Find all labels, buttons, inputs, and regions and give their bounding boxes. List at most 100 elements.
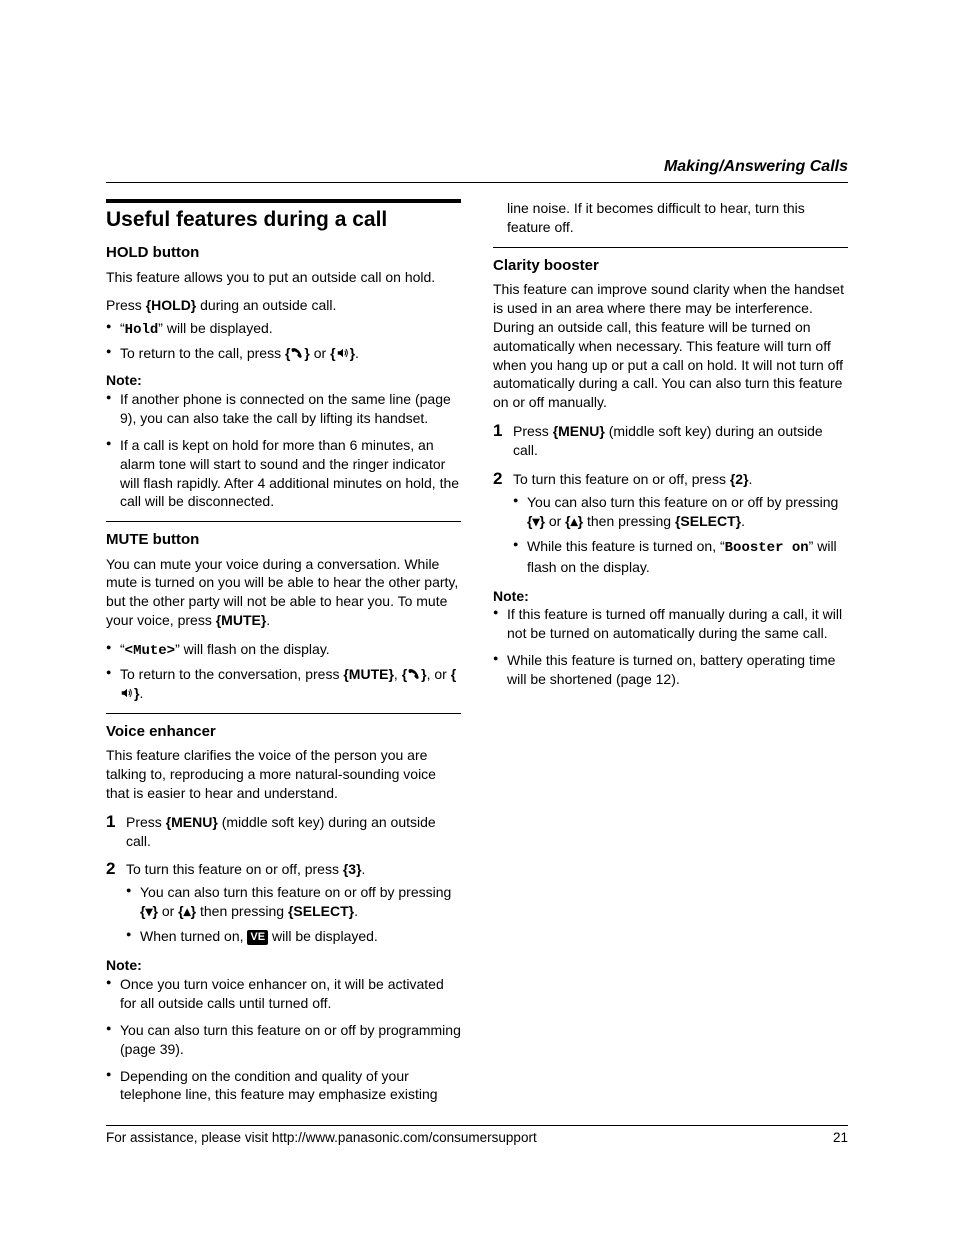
ve-heading: Voice enhancer — [106, 722, 461, 742]
text: , or — [427, 666, 451, 682]
hold-notes: If another phone is connected on the sam… — [106, 390, 461, 511]
running-head: Making/Answering Calls — [106, 158, 848, 183]
display-text: Booster on — [725, 540, 809, 556]
text: You can mute your voice during a convers… — [106, 556, 458, 629]
text: To return to the call, press — [120, 345, 285, 361]
text: . — [139, 685, 143, 701]
section-rule — [106, 199, 461, 203]
cb-intro: This feature can improve sound clarity w… — [493, 280, 848, 412]
speaker-icon — [336, 346, 350, 360]
divider — [493, 247, 848, 248]
menu-key: {MENU} — [166, 814, 218, 830]
text: You can also turn this feature on or off… — [140, 884, 451, 900]
mute-intro: You can mute your voice during a convers… — [106, 555, 461, 631]
mute-key: {MUTE} — [343, 666, 394, 682]
text: ” will flash on the display. — [175, 641, 330, 657]
text: . — [749, 471, 753, 487]
hold-press: Press {HOLD} during an outside call. — [106, 296, 461, 315]
step-2: 2 To turn this feature on or off, press … — [106, 860, 461, 946]
list-item: To return to the call, press {} or {}. — [106, 344, 461, 363]
text: Press — [106, 297, 146, 313]
select-key: {SELECT} — [675, 513, 741, 529]
text: or — [310, 345, 330, 361]
list-item: You can also turn this feature on or off… — [513, 493, 848, 531]
text: Press — [513, 423, 553, 439]
menu-key: {MENU} — [553, 423, 605, 439]
text: . — [355, 345, 359, 361]
list-item: When turned on, VE will be displayed. — [126, 927, 461, 946]
text: . — [362, 861, 366, 877]
page-footer: For assistance, please visit http://www.… — [106, 1125, 848, 1145]
list-item: “Hold” will be displayed. — [106, 319, 461, 340]
select-key: {SELECT} — [288, 903, 354, 919]
hold-bullets: “Hold” will be displayed. To return to t… — [106, 319, 461, 363]
note-label: Note: — [106, 371, 461, 390]
footer-text: For assistance, please visit http://www.… — [106, 1130, 537, 1145]
text: { — [451, 666, 456, 682]
page-number: 21 — [833, 1130, 848, 1145]
step-2: 2 To turn this feature on or off, press … — [493, 470, 848, 576]
text: . — [266, 612, 270, 628]
hold-section: HOLD button This feature allows you to p… — [106, 243, 461, 511]
mute-heading: MUTE button — [106, 530, 461, 550]
list-item: While this feature is turned on, battery… — [493, 651, 848, 689]
step-1: 1 Press {MENU} (middle soft key) during … — [493, 422, 848, 460]
cb-sub-bullets: You can also turn this feature on or off… — [513, 493, 848, 577]
section-title: Useful features during a call — [106, 207, 461, 233]
mute-key: {MUTE} — [216, 612, 267, 628]
list-item: If another phone is connected on the sam… — [106, 390, 461, 428]
text: during an outside call. — [196, 297, 336, 313]
talk-key: {} — [402, 666, 427, 682]
talk-key: {} — [285, 345, 310, 361]
digit-key: {2} — [730, 471, 749, 487]
step-number: 2 — [493, 468, 502, 491]
talk-icon — [407, 667, 421, 681]
list-item: Once you turn voice enhancer on, it will… — [106, 975, 461, 1013]
hold-key: {HOLD} — [146, 297, 197, 313]
text: or — [545, 513, 565, 529]
speaker-icon — [120, 686, 134, 700]
hold-heading: HOLD button — [106, 243, 461, 263]
hold-intro: This feature allows you to put an outsid… — [106, 268, 461, 287]
list-item: If a call is kept on hold for more than … — [106, 436, 461, 512]
manual-page: Making/Answering Calls Useful features d… — [0, 0, 954, 1235]
mute-section: MUTE button You can mute your voice duri… — [106, 530, 461, 702]
down-key: {▾} — [140, 903, 158, 919]
ve-intro: This feature clarifies the voice of the … — [106, 746, 461, 803]
cb-heading: Clarity booster — [493, 256, 848, 276]
display-text: <Mute> — [125, 643, 175, 659]
display-text: Hold — [125, 322, 159, 338]
text: To turn this feature on or off, press — [126, 861, 343, 877]
text: or — [158, 903, 178, 919]
digit-key: {3} — [343, 861, 362, 877]
note-label: Note: — [106, 956, 461, 975]
list-item: You can also turn this feature on or off… — [106, 1021, 461, 1059]
list-item: While this feature is turned on, “Booste… — [513, 537, 848, 577]
text: then pressing — [583, 513, 675, 529]
text: To turn this feature on or off, press — [513, 471, 730, 487]
cb-steps: 1 Press {MENU} (middle soft key) during … — [493, 422, 848, 576]
list-item: You can also turn this feature on or off… — [126, 883, 461, 921]
list-item: If this feature is turned off manually d… — [493, 605, 848, 643]
step-number: 1 — [493, 420, 502, 443]
note-label: Note: — [493, 587, 848, 606]
up-key: {▴} — [565, 513, 583, 529]
ve-sub-bullets: You can also turn this feature on or off… — [126, 883, 461, 946]
talk-icon — [290, 346, 304, 360]
text: . — [741, 513, 745, 529]
text: You can also turn this feature on or off… — [527, 494, 838, 510]
text: Press — [126, 814, 166, 830]
divider — [106, 521, 461, 522]
ve-steps: 1 Press {MENU} (middle soft key) during … — [106, 813, 461, 946]
text: When turned on, — [140, 928, 247, 944]
step-number: 1 — [106, 811, 115, 834]
mute-bullets: “<Mute>” will flash on the display. To r… — [106, 640, 461, 703]
text: will be displayed. — [268, 928, 378, 944]
cb-notes: If this feature is turned off manually d… — [493, 605, 848, 689]
text: , — [394, 666, 402, 682]
list-item: “<Mute>” will flash on the display. — [106, 640, 461, 661]
up-key: {▴} — [178, 903, 196, 919]
text: While this feature is turned on, “ — [527, 538, 725, 554]
step-1: 1 Press {MENU} (middle soft key) during … — [106, 813, 461, 851]
text: To return to the conversation, press — [120, 666, 343, 682]
